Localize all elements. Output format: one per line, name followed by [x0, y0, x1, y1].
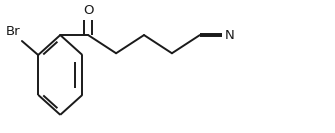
Text: O: O [83, 4, 93, 17]
Text: Br: Br [6, 24, 20, 38]
Text: N: N [224, 29, 234, 42]
